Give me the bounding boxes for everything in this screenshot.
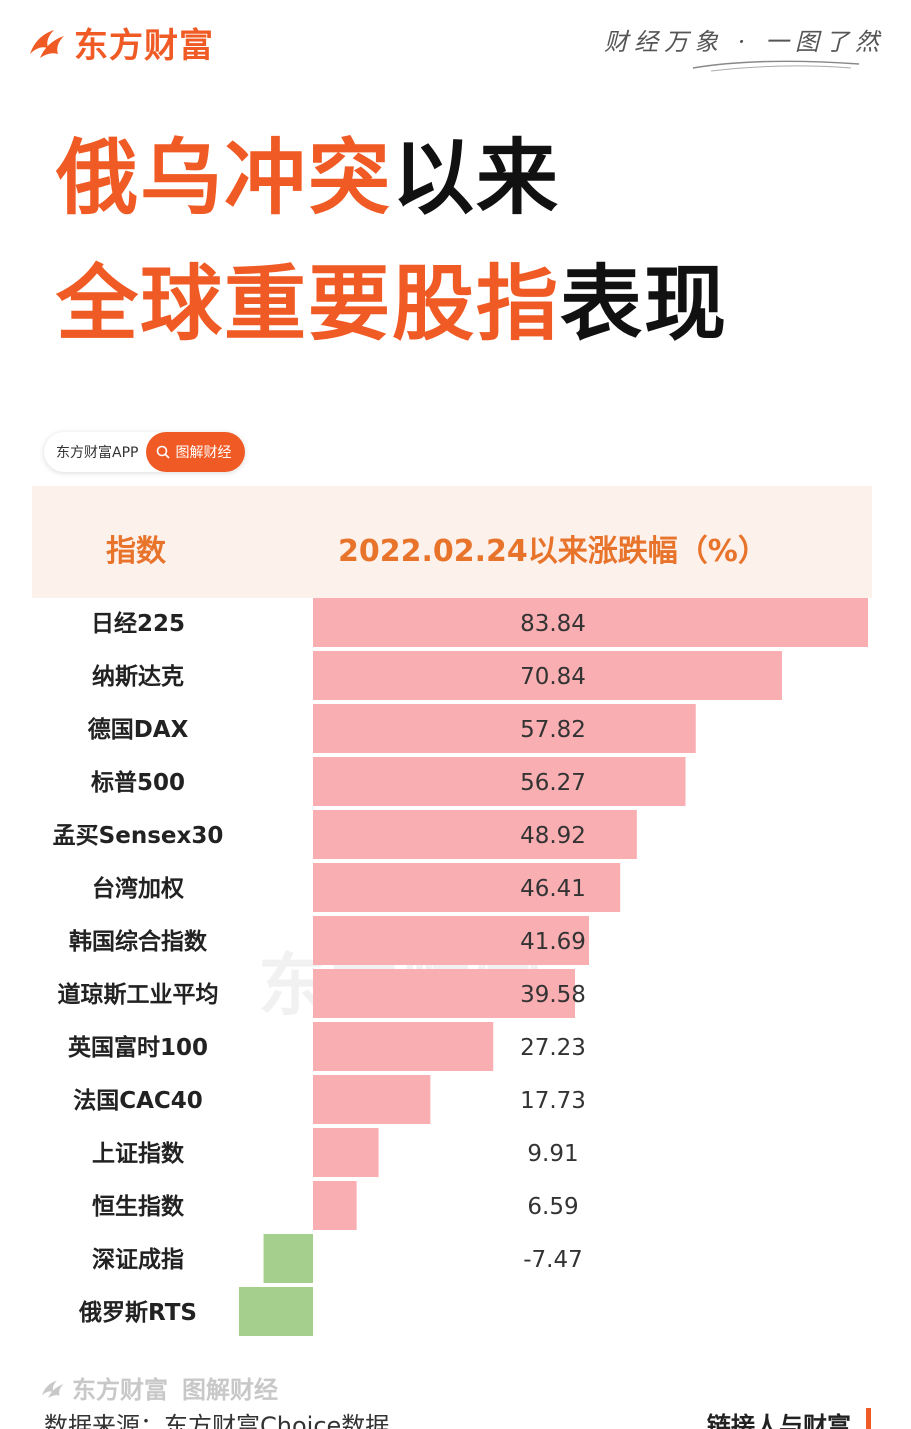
value-label-11: 6.59	[527, 1194, 578, 1220]
category-label-9: 法国CAC40	[73, 1088, 203, 1114]
footer-brand-tag: 图解财经	[182, 1376, 278, 1404]
app-tag-pill-label: 图解财经	[175, 445, 232, 461]
value-label-8: 27.23	[520, 1035, 586, 1061]
bar-12	[263, 1234, 313, 1283]
bar-3	[313, 757, 686, 806]
bar-10	[313, 1128, 379, 1177]
category-label-5: 台湾加权	[92, 875, 184, 902]
bar-0	[313, 598, 868, 647]
category-label-2: 德国DAX	[88, 716, 189, 743]
title-highlight-1: 俄乌冲突	[56, 131, 393, 226]
value-label-4: 48.92	[520, 823, 586, 849]
page-title-line-1: 俄乌冲突以来	[56, 138, 560, 220]
data-source: 数据来源：东方财富Choice数据	[44, 1412, 390, 1429]
value-label-1: 70.84	[520, 664, 586, 690]
category-label-6: 韩国综合指数	[69, 928, 208, 955]
value-label-7: 39.58	[520, 982, 586, 1008]
app-name: 东方财富APP	[56, 445, 139, 461]
title-plain-1: 以来	[392, 131, 561, 226]
category-label-13: 俄罗斯RTS	[78, 1299, 197, 1326]
category-label-1: 纳斯达克	[92, 663, 184, 690]
footer-logo: 东方财富 图解财经	[38, 1370, 278, 1405]
category-label-7: 道琼斯工业平均	[58, 981, 219, 1008]
slogan-underline	[692, 60, 860, 72]
value-label-6: 41.69	[520, 929, 586, 955]
bar-2	[313, 704, 696, 753]
flame-icon	[41, 1379, 64, 1398]
bar-8	[313, 1022, 494, 1071]
brand-name: 东方财富	[74, 25, 214, 66]
category-label-11: 恒生指数	[92, 1194, 185, 1220]
value-label-0: 83.84	[520, 611, 586, 637]
category-label-4: 孟买Sensex30	[53, 823, 224, 849]
flame-icon	[30, 30, 64, 58]
motto: 链接人与财富	[707, 1412, 851, 1429]
value-label-2: 57.82	[520, 717, 586, 743]
app-tag: 东方财富APP 图解财经	[44, 432, 246, 472]
bar-9	[313, 1075, 431, 1124]
slogan: 财经万象 · 一图了然	[604, 28, 885, 56]
category-label-0: 日经225	[91, 610, 185, 637]
motto-accent-bar	[866, 1408, 871, 1429]
bar-1	[313, 651, 782, 700]
category-label-8: 英国富时100	[68, 1034, 208, 1061]
bar-13	[239, 1287, 313, 1336]
value-label-10: 9.91	[527, 1141, 578, 1167]
title-highlight-2: 全球重要股指	[56, 257, 561, 352]
bar-6	[313, 916, 589, 965]
value-label-5: 46.41	[520, 876, 586, 902]
footer-brand: 东方财富	[72, 1376, 168, 1404]
bar-4	[313, 810, 637, 859]
title-plain-2: 表现	[560, 257, 729, 352]
bar-11	[313, 1181, 357, 1230]
category-label-3: 标普500	[91, 769, 185, 796]
search-icon	[157, 445, 171, 459]
column-header-index: 指数	[106, 534, 166, 569]
table-header: 指数 2022.02.24以来涨跌幅（%）	[32, 486, 872, 598]
category-label-10: 上证指数	[92, 1141, 185, 1167]
bar-chart: 日经225 83.84 纳斯达克 70.84 德国DAX 57.82 标普500 56.27 孟…	[53, 598, 868, 1336]
brand-logo: 东方财富	[24, 20, 214, 66]
value-label-9: 17.73	[520, 1088, 586, 1114]
value-label-3: 56.27	[520, 770, 586, 796]
bar-5	[313, 863, 621, 912]
bar-7	[313, 969, 576, 1018]
value-label-12: -7.47	[523, 1247, 583, 1273]
column-header-change: 2022.02.24以来涨跌幅（%）	[338, 534, 768, 569]
app-tag-pill: 图解财经	[146, 432, 246, 472]
page-title-line-2: 全球重要股指表现	[56, 264, 728, 346]
category-label-12: 深证成指	[92, 1247, 184, 1273]
